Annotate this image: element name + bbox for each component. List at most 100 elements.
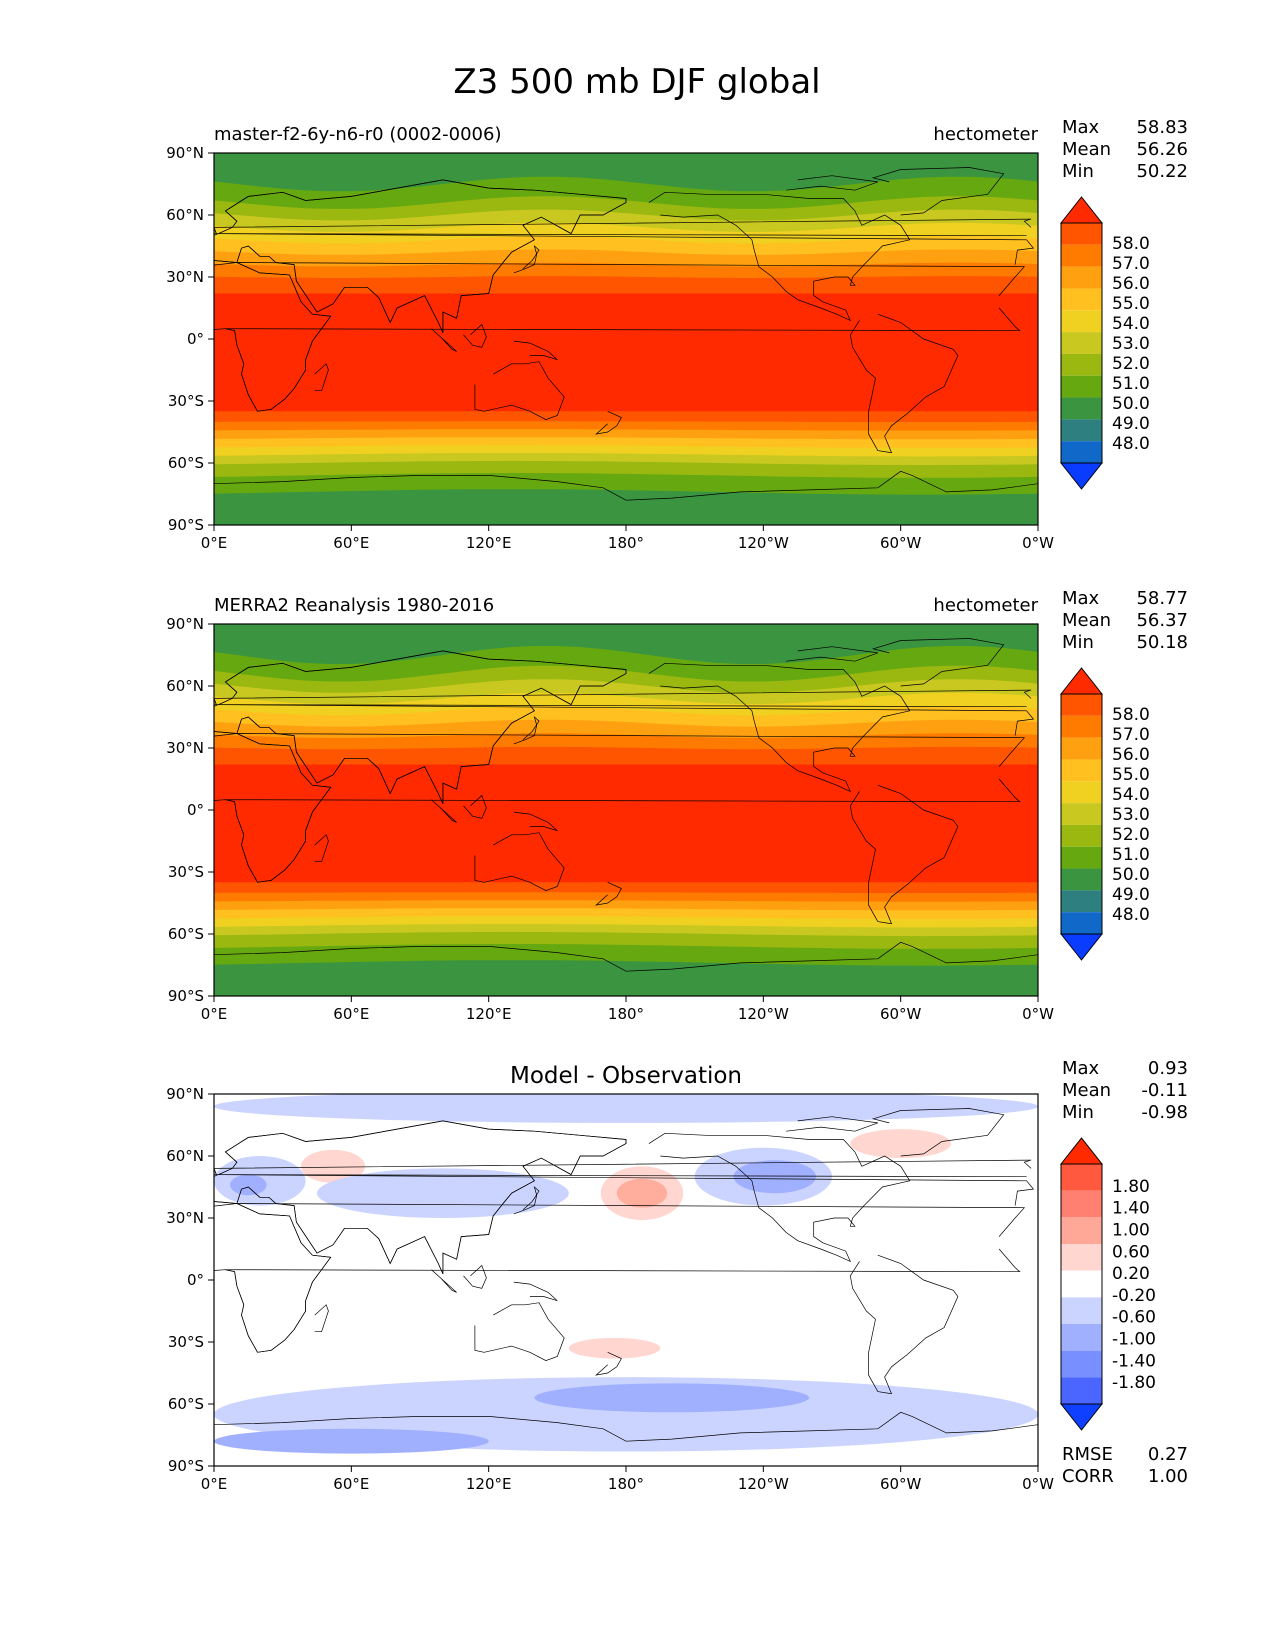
coastline [648, 1132, 911, 1263]
coastline [786, 646, 878, 662]
coastline [474, 1302, 565, 1361]
colorbar-extend-top [1059, 196, 1104, 224]
colorbar-label: 49.0 [1112, 885, 1150, 905]
x-tick-label: 120°W [738, 534, 789, 552]
y-tick-label: 60°S [168, 1395, 204, 1413]
anomaly-region [534, 1383, 810, 1413]
stat-label: Min [1062, 1102, 1094, 1123]
colorbar-swatch [1061, 803, 1102, 825]
y-tick-label: 90°S [168, 1457, 204, 1475]
colorbar-label: 56.0 [1112, 745, 1150, 765]
colorbar-frame [1060, 1163, 1103, 1405]
colorbar-label: 48.0 [1112, 434, 1150, 454]
colorbar-frame [1060, 693, 1103, 935]
colorbar-label: 1.80 [1112, 1177, 1150, 1197]
colorbar-label: 57.0 [1112, 254, 1150, 274]
y-tick-label: 60°N [166, 1147, 204, 1165]
x-tick-label: 120°W [738, 1475, 789, 1493]
coastline [849, 1254, 959, 1395]
colorbar-swatch [1061, 1350, 1102, 1378]
x-tick-label: 60°E [333, 1005, 369, 1023]
x-tick-label: 0°E [201, 1475, 228, 1493]
colorbar-label: 50.0 [1112, 394, 1150, 414]
y-tick-label: 30°S [168, 392, 204, 410]
x-tick-label: 120°E [466, 1005, 512, 1023]
x-tick-label: 0°W [1022, 534, 1054, 552]
colorbar-label: 56.0 [1112, 274, 1150, 294]
colorbar-label: 54.0 [1112, 785, 1150, 805]
colorbar-swatch [1061, 890, 1102, 913]
colorbar-label: 0.20 [1112, 1264, 1150, 1284]
coastline [214, 179, 627, 333]
colorbar-swatch [1061, 310, 1102, 333]
stat-value: 50.18 [1136, 632, 1188, 653]
coastline [513, 1281, 558, 1302]
stat-label: Min [1062, 632, 1094, 653]
coastline [513, 715, 540, 745]
x-tick-label: 120°W [738, 1005, 789, 1023]
colorbar-label: -1.80 [1112, 1373, 1156, 1393]
colorbar-extend-top [1059, 1137, 1104, 1165]
coastline [214, 1120, 627, 1274]
coastline [214, 650, 627, 804]
colorbar-label: 58.0 [1112, 705, 1150, 725]
coastline [214, 1159, 1032, 1178]
colorbar-label: 48.0 [1112, 905, 1150, 925]
y-tick-label: 90°S [168, 516, 204, 534]
coastline [849, 313, 959, 454]
anomaly-region [733, 1160, 816, 1194]
colorbar-label: 0.60 [1112, 1242, 1150, 1262]
panel-title: MERRA2 Reanalysis 1980-2016 [214, 595, 494, 616]
coastline [786, 175, 878, 191]
coastline [871, 1108, 1005, 1157]
colorbar-label: -1.40 [1112, 1351, 1156, 1371]
colorbar-swatch [1061, 737, 1102, 760]
map-area [214, 153, 1038, 525]
map-area [214, 624, 1038, 996]
y-tick-label: 60°N [166, 206, 204, 224]
colorbar-swatch [1061, 781, 1102, 804]
coastline [431, 1269, 457, 1293]
coastline [314, 363, 329, 392]
colorbar-label: 53.0 [1112, 805, 1150, 825]
coastline [513, 1185, 540, 1215]
coastline [513, 340, 558, 361]
stat-value: 56.37 [1136, 610, 1188, 631]
coastline [463, 323, 487, 348]
colorbar-swatch [1061, 1324, 1102, 1351]
colorbar-label: 52.0 [1112, 354, 1150, 374]
colorbar-label: 51.0 [1112, 845, 1150, 865]
colorbar-swatch [1061, 1377, 1102, 1404]
x-tick-label: 180° [608, 1005, 644, 1023]
colorbar-swatch [1061, 244, 1102, 267]
coastline [648, 662, 911, 793]
colorbar-label: 57.0 [1112, 725, 1150, 745]
stat-label: Max [1062, 117, 1100, 138]
y-tick-label: 30°N [166, 268, 204, 286]
coastline [214, 941, 1038, 972]
stat-value: 0.93 [1148, 1058, 1188, 1079]
x-tick-label: 0°W [1022, 1005, 1054, 1023]
stat-value: 58.83 [1136, 117, 1188, 138]
stat-label: CORR [1062, 1466, 1114, 1487]
y-tick-label: 0° [187, 1271, 204, 1289]
colorbar-swatch [1061, 441, 1102, 463]
y-tick-label: 90°N [166, 615, 204, 633]
x-tick-label: 0°W [1022, 1475, 1054, 1493]
colorbar-label: 55.0 [1112, 294, 1150, 314]
coastline [871, 167, 1005, 216]
coastline [431, 799, 457, 823]
y-tick-label: 60°S [168, 454, 204, 472]
coastline [463, 794, 487, 819]
stat-label: Mean [1062, 1080, 1111, 1101]
y-tick-label: 60°N [166, 677, 204, 695]
contour-band-south [214, 960, 1038, 996]
colorbar-swatch [1061, 397, 1102, 420]
anomaly-region [317, 1168, 569, 1218]
colorbar-swatch [1061, 419, 1102, 442]
colorbar-swatch [1061, 1244, 1102, 1271]
coastline [214, 689, 1032, 708]
colorbar-label: 51.0 [1112, 374, 1150, 394]
colorbar-swatch [1061, 266, 1102, 289]
